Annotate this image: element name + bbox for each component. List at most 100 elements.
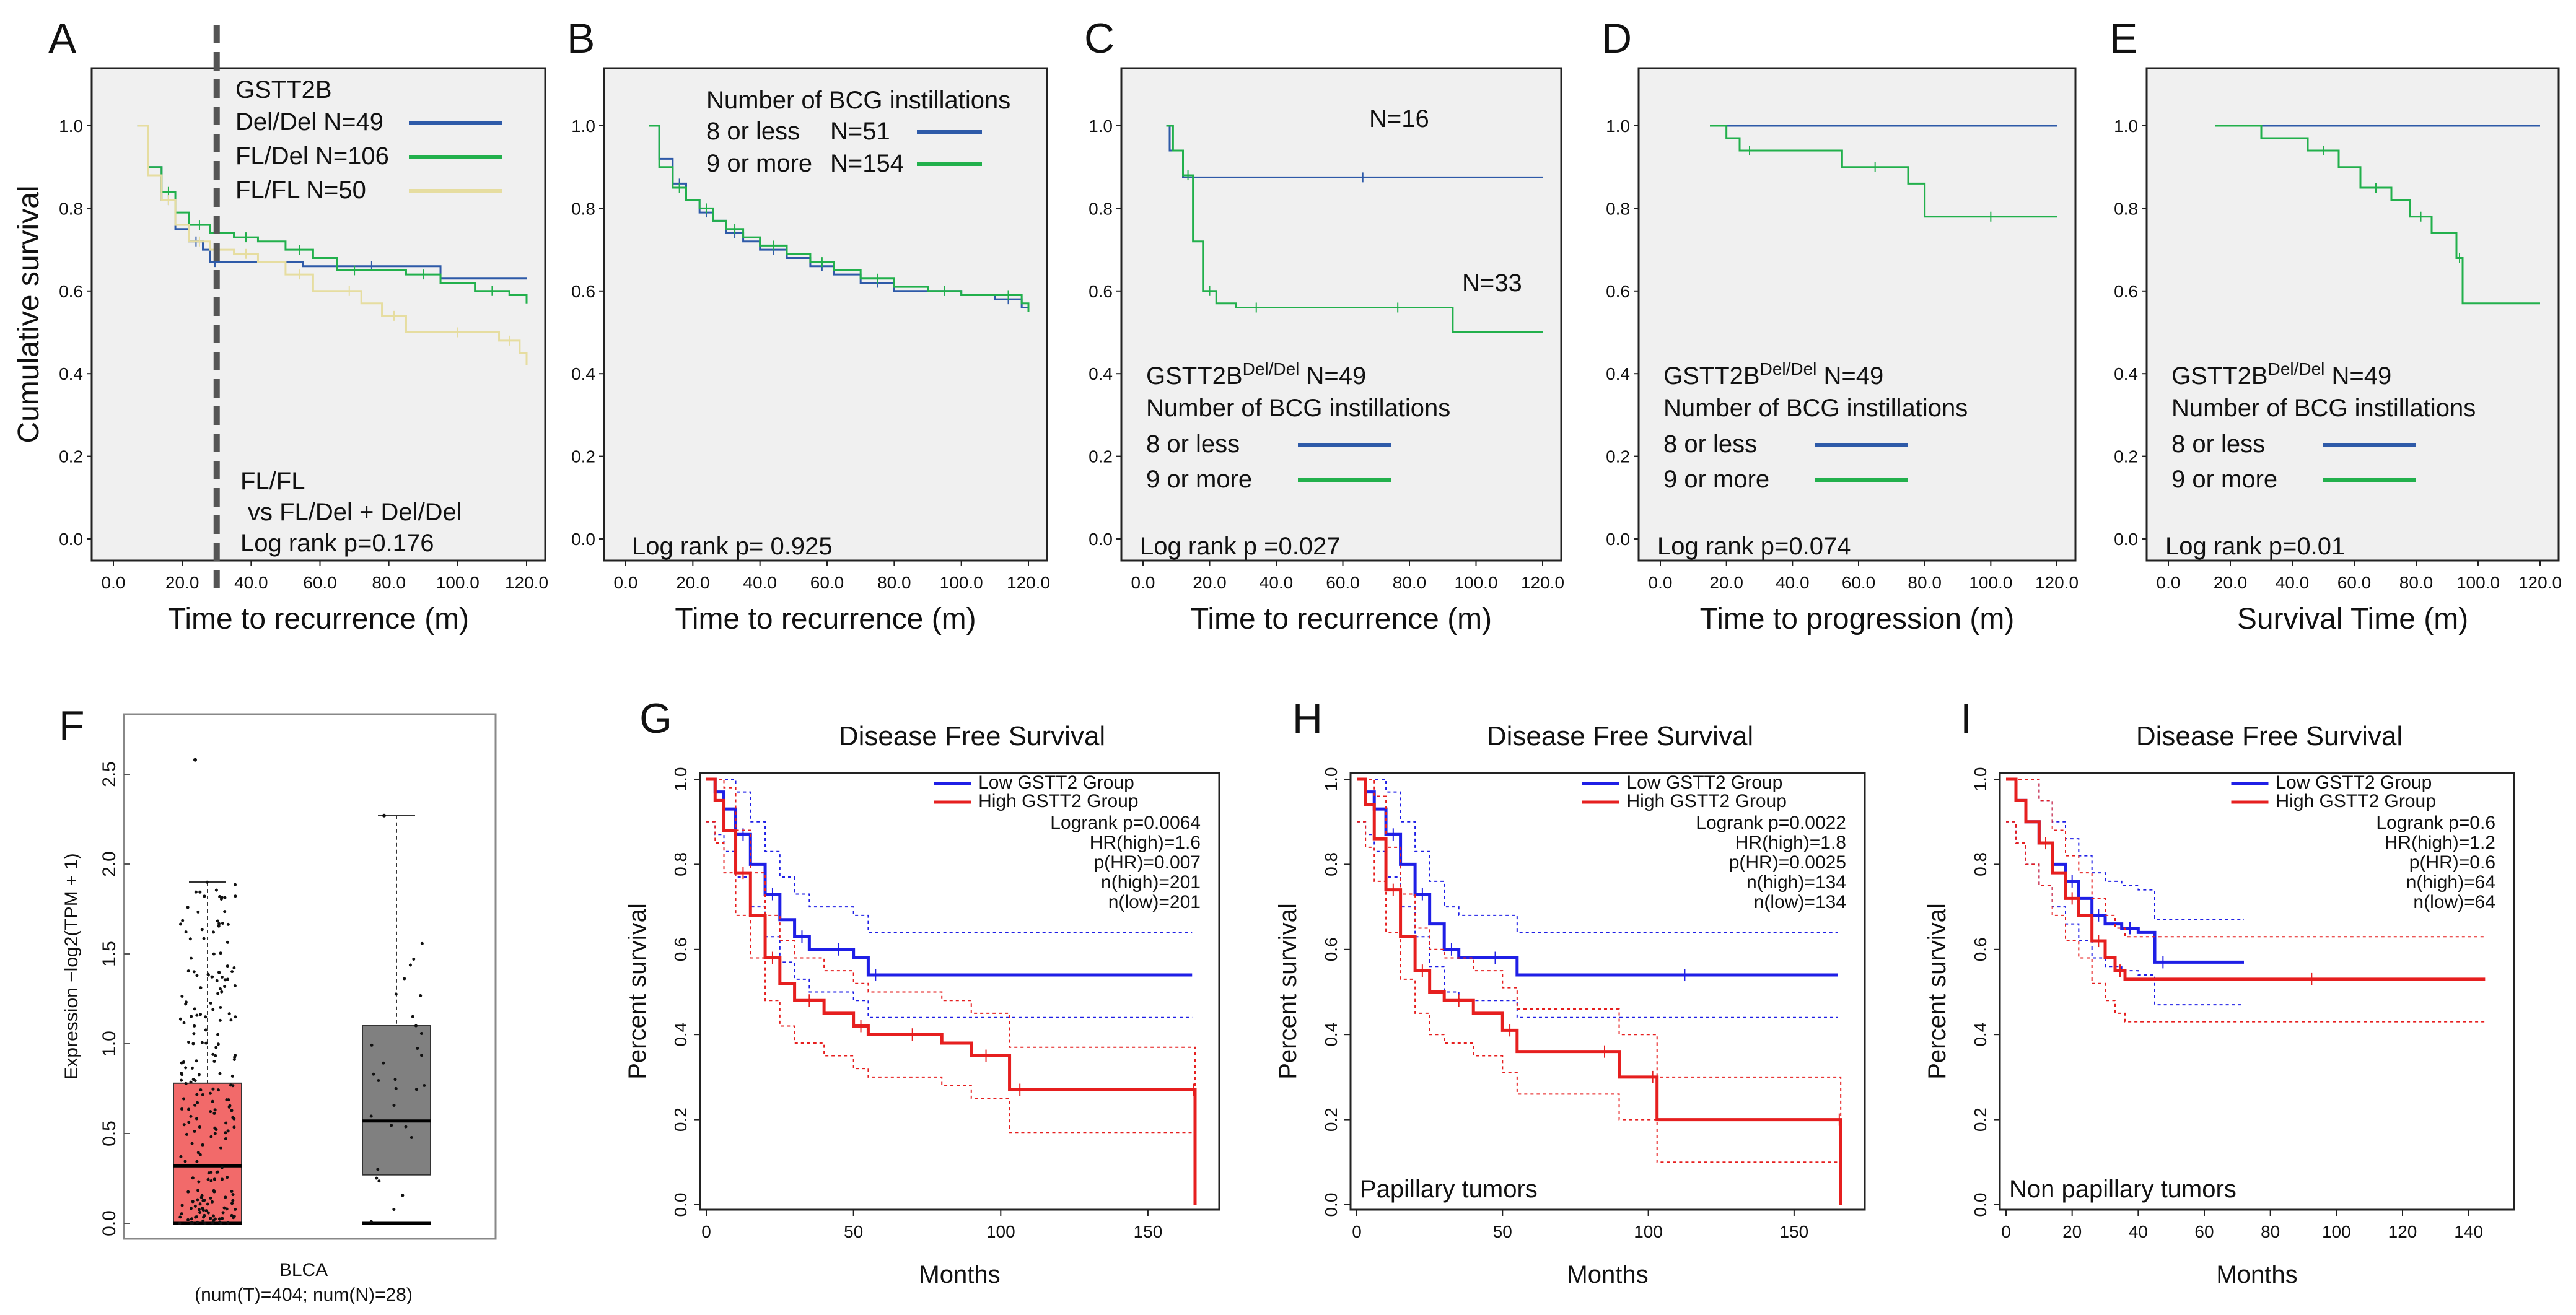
x-tick-label: 50 (1493, 1222, 1512, 1241)
data-point (181, 919, 185, 922)
data-point (414, 1088, 418, 1091)
group-label: GSTT2BDel/Del N=49 (1146, 359, 1366, 390)
data-point (191, 1042, 195, 1046)
data-point (226, 922, 230, 926)
ci-lower-high-gstt2-group (1357, 821, 1842, 1205)
x-tick-label: 120.0 (1521, 573, 1564, 592)
y-tick-label: 0.2 (59, 447, 83, 466)
data-point (232, 966, 236, 970)
y-tick-label: 2.5 (99, 761, 120, 787)
data-point (186, 906, 190, 909)
data-point (404, 1125, 408, 1129)
y-tick-label: 0.8 (1971, 852, 1990, 876)
panel-label-h: H (1292, 695, 1323, 742)
y-tick-label: 0.2 (1089, 447, 1113, 466)
data-point (229, 1083, 232, 1087)
data-point (226, 1176, 229, 1179)
y-tick-label: 0.6 (1971, 937, 1990, 961)
km-curve-fl-del (137, 125, 528, 304)
km-curve-9-or-more (649, 125, 1030, 312)
data-point (211, 975, 214, 979)
y-tick-label: 0.0 (671, 1193, 690, 1217)
data-point (375, 1176, 379, 1180)
data-point (190, 1142, 194, 1145)
data-point (226, 977, 229, 981)
data-point (230, 970, 234, 974)
data-point (195, 1160, 199, 1163)
data-point (199, 1013, 203, 1016)
data-point (208, 1091, 212, 1095)
data-point (234, 1208, 237, 1212)
y-tick-label: 0.6 (571, 282, 595, 301)
data-point (199, 986, 203, 990)
data-point (196, 1198, 199, 1202)
panel-c: C 0.0 0.2 0.4 0.6 0.8 1.0 0.0 20.0 40.0 60.0 80.0 10… (1084, 15, 1564, 636)
x-tick-label: 120.0 (1007, 573, 1050, 592)
y-tick-label: 1.0 (59, 116, 83, 136)
ci-lower-low-gstt2-group (1357, 821, 1838, 1018)
data-point (369, 1114, 373, 1118)
data-point (182, 1123, 186, 1127)
x-tick-label: 80.0 (1908, 573, 1942, 592)
data-point (191, 1221, 195, 1225)
x-axis-title: Months (2216, 1261, 2297, 1288)
x-tick-label: 50 (844, 1222, 863, 1241)
panel-label-d: D (1601, 15, 1632, 62)
data-point (186, 969, 190, 973)
data-point (197, 1073, 201, 1077)
curve-n-label: N=16 (1369, 105, 1429, 133)
y-tick-label: 0.0 (1321, 1193, 1341, 1217)
data-point (377, 1179, 381, 1183)
data-point (216, 992, 220, 995)
data-point (230, 1202, 234, 1205)
data-point (193, 1204, 197, 1208)
data-point (209, 1135, 213, 1138)
data-point (203, 1213, 206, 1217)
x-axis-title: Time to progression (m) (1700, 603, 2015, 636)
data-point (206, 973, 210, 977)
stat-line: n(high)=64 (2406, 872, 2495, 893)
stat-line: n(low)=64 (2413, 892, 2495, 912)
legend-entry: 8 or less (706, 118, 800, 145)
ci-lower-high-gstt2-group (2006, 821, 2486, 1023)
data-point (223, 910, 227, 914)
data-point (411, 1015, 414, 1018)
x-axis-title: Time to recurrence (m) (1191, 603, 1492, 636)
x-tick-label: 0.0 (102, 573, 126, 592)
data-point (403, 977, 406, 981)
y-tick-label: 1.0 (571, 116, 595, 136)
panel-label-a: A (48, 15, 77, 62)
data-point (213, 1126, 217, 1130)
data-point (178, 1221, 182, 1225)
footnote: (num(T)=404; num(N)=28) (195, 1285, 413, 1305)
y-tick-label: 0.0 (1606, 530, 1630, 549)
x-tick-label: 20.0 (165, 573, 199, 592)
ci-upper-low-gstt2-group (1357, 779, 1838, 933)
plot-area-b (603, 67, 1048, 562)
data-point (223, 896, 227, 899)
x-tick-label: 40.0 (1260, 573, 1294, 592)
data-point (232, 1125, 236, 1129)
x-tick-label: 60.0 (810, 573, 844, 592)
x-tick-label: 100 (2322, 1222, 2351, 1241)
data-point (414, 1024, 418, 1028)
y-axis-title: Percent survival (624, 903, 651, 1080)
data-point (191, 1200, 195, 1204)
data-point (226, 1129, 230, 1133)
data-point (182, 1097, 185, 1101)
y-tick-label: 0.4 (1606, 364, 1630, 383)
data-point (232, 1057, 236, 1061)
y-tick-label: 0.8 (671, 852, 690, 876)
data-point (370, 1043, 374, 1047)
x-tick-label: 120.0 (2518, 573, 2562, 592)
data-point (221, 1217, 224, 1220)
km-curve-9-or-more (1710, 125, 2057, 218)
legend-entry: 9 or more (1663, 466, 1769, 493)
y-tick-label: 0.0 (1971, 1193, 1990, 1217)
subgroup-label: Papillary tumors (1360, 1176, 1538, 1203)
x-tick-label: 40.0 (743, 573, 777, 592)
data-point (184, 1081, 188, 1085)
data-point (183, 1160, 187, 1163)
y-tick-label: 0.4 (2114, 364, 2138, 383)
x-axis-title: Time to recurrence (m) (675, 603, 976, 636)
